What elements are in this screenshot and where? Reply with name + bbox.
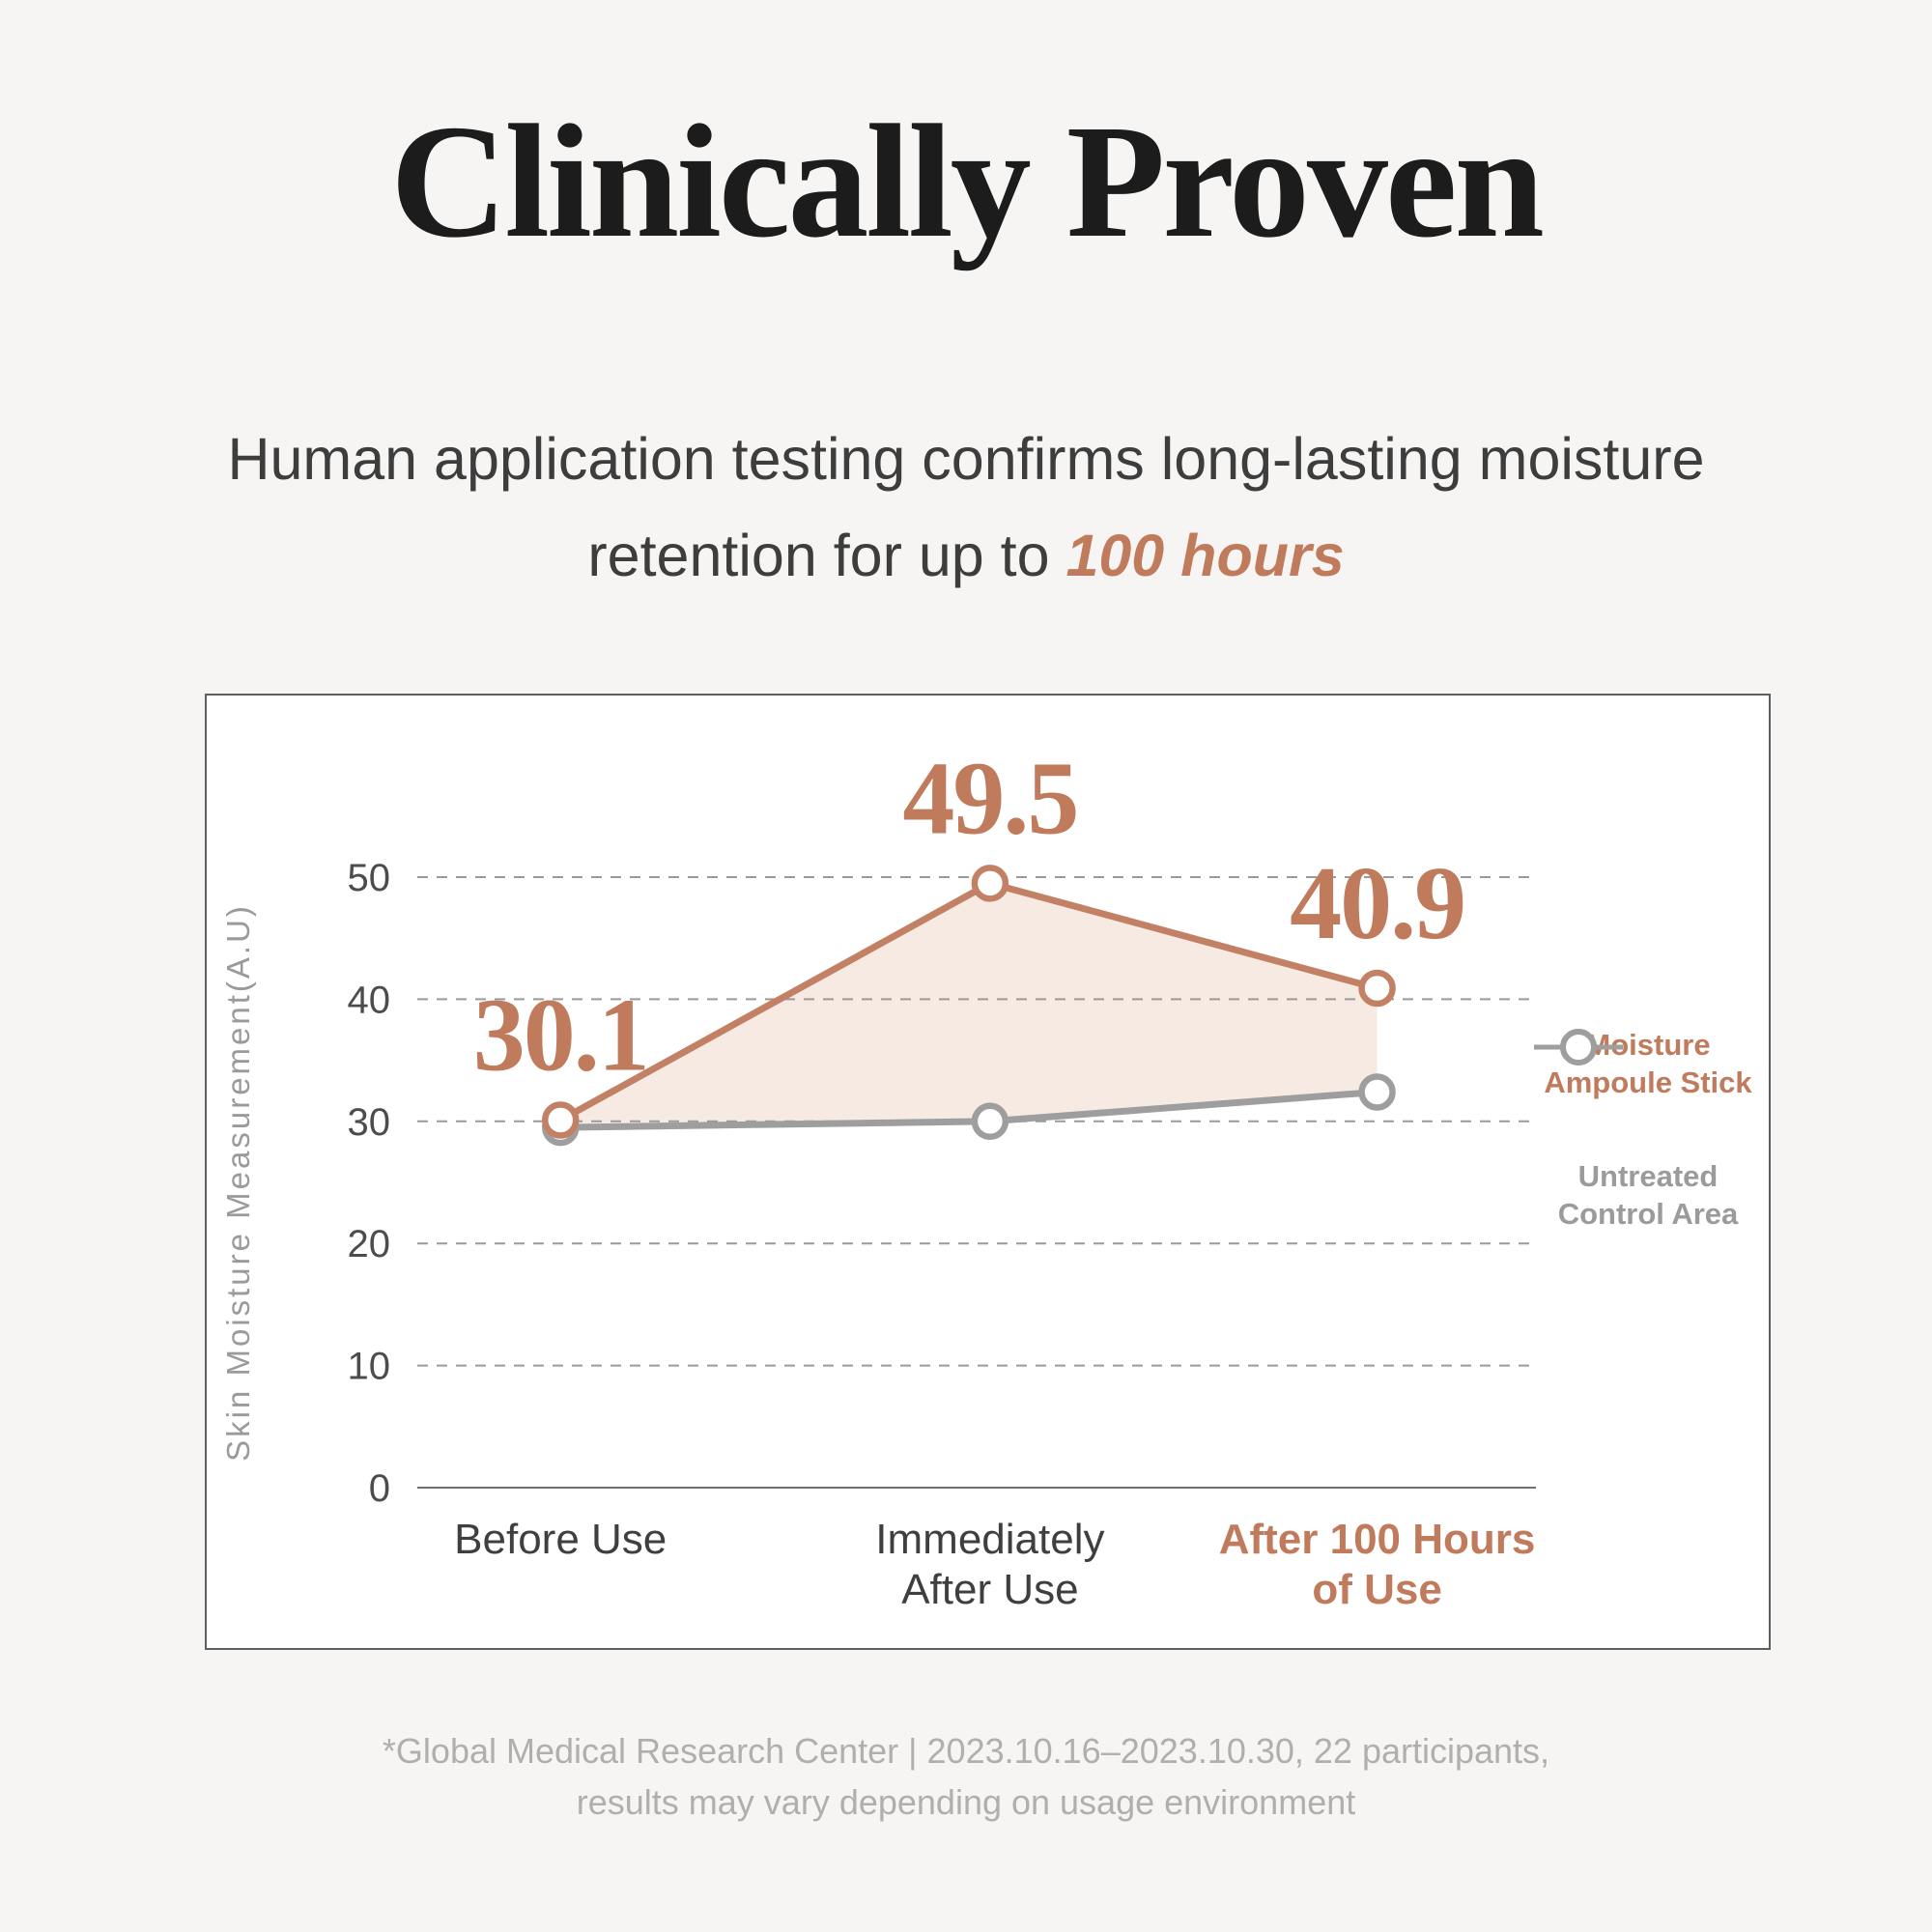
y-tick-label: 20 [348, 1223, 391, 1265]
page-title: Clinically Proven [390, 92, 1545, 271]
legend-label-line: Untreated [1577, 1159, 1719, 1193]
chart-legend: Moisture Ampoule Stick Untreated Control… [1532, 1026, 1764, 1289]
y-axis-title: Skin Moisture Measurement(A.U) [220, 903, 256, 1462]
legend-label: Untreated Control Area [1532, 1157, 1764, 1233]
series-fill-area [560, 883, 1378, 1128]
data-value-label: 49.5 [902, 741, 1077, 856]
data-point-marker [971, 1102, 1009, 1141]
data-point-marker [1358, 969, 1396, 1008]
data-value-label: 40.9 [1290, 846, 1464, 961]
subtitle-highlight: 100 hours [1065, 523, 1345, 588]
chart-svg: 0 10 20 30 40 50 Skin Moisture Measurement(A.U… [220, 741, 1536, 1613]
footnote-line-1: *Global Medical Research Center | 2023.1… [382, 1731, 1550, 1771]
subtitle: Human application testing confirms long-… [0, 411, 1932, 604]
legend-label-line: Control Area [1557, 1197, 1739, 1231]
x-category-label: Immediately After Use [875, 1516, 1104, 1613]
legend-label-line: Ampoule Stick [1544, 1065, 1752, 1099]
chart-panel: 0 10 20 30 40 50 Skin Moisture Measurement(A.U… [205, 694, 1771, 1650]
subtitle-line-1: Human application testing confirms long-… [227, 426, 1705, 492]
y-tick-label: 10 [348, 1346, 391, 1388]
x-category-label: Before Use [454, 1516, 667, 1563]
data-value-label: 30.1 [473, 979, 648, 1094]
data-point-marker [1358, 1073, 1396, 1111]
footnote-line-2: results may vary depending on usage envi… [576, 1782, 1356, 1822]
y-tick-label: 40 [348, 979, 391, 1021]
data-point-marker [541, 1101, 580, 1139]
legend-entry-untreated: Untreated Control Area [1532, 1029, 1764, 1233]
x-category-label: After 100 Hours of Use [1219, 1516, 1536, 1613]
untreated-series-marker-icon [1534, 1029, 1623, 1065]
subtitle-line-2-prefix: retention for up to [587, 523, 1066, 588]
footnote: *Global Medical Research Center | 2023.1… [0, 1725, 1932, 1828]
y-tick-label: 50 [348, 857, 391, 899]
y-tick-label: 30 [348, 1101, 391, 1144]
data-point-marker [971, 865, 1009, 902]
y-tick-label: 0 [369, 1467, 390, 1510]
subtitle-line-2: retention for up to 100 hours [0, 507, 1932, 604]
